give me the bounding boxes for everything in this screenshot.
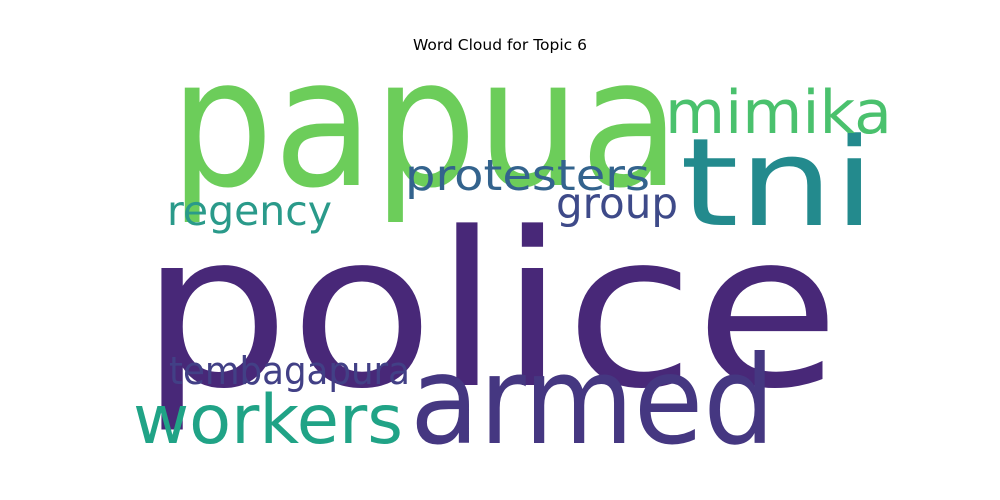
- word-papua: papua: [170, 20, 680, 227]
- word-tembagapura: tembagapura: [169, 349, 410, 393]
- word-workers: workers: [133, 381, 403, 460]
- word-protesters: protesters: [405, 151, 650, 201]
- word-armed: armed: [410, 330, 775, 472]
- word-mimika: mimika: [665, 78, 892, 148]
- word-tni: tni: [680, 112, 875, 254]
- word-group: group: [556, 179, 678, 229]
- chart-title: Word Cloud for Topic 6: [413, 36, 587, 54]
- word-police: police: [140, 187, 840, 436]
- word-regency: regency: [167, 187, 332, 235]
